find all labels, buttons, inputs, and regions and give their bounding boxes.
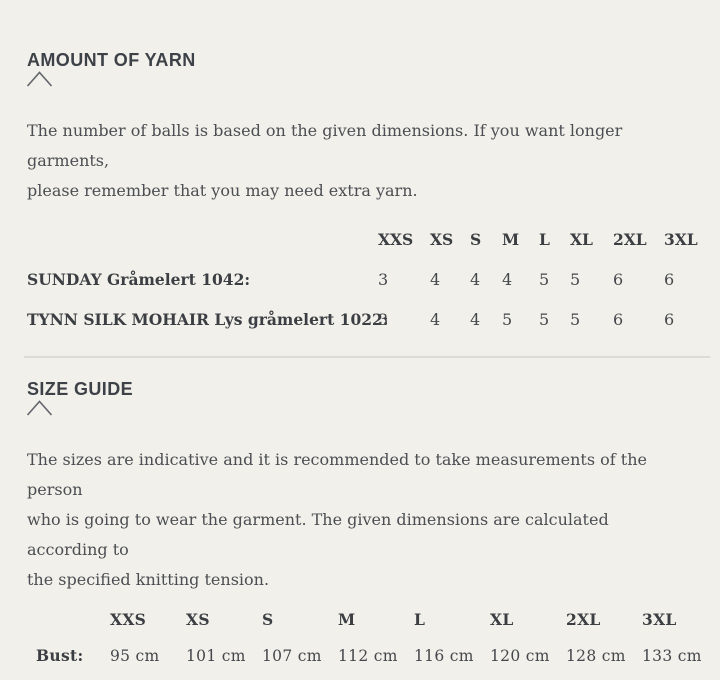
ball-count-cell: 3 (378, 270, 389, 289)
yarn-amount-table: XXS XS S M L XL 2XL 3XL SUNDAY Gråmelert… (27, 230, 698, 329)
section-size-guide: SIZE GUIDE The sizes are indicative and … (0, 379, 720, 680)
ball-count-cell: 5 (570, 270, 581, 289)
size-column-header: L (539, 230, 550, 249)
ball-count-cell: 4 (430, 310, 441, 329)
ball-count-cell: 5 (502, 310, 513, 329)
size-column-header: M (502, 230, 520, 249)
measurement-cell: 120 cm (490, 647, 550, 665)
measurement-cell: 95 cm (110, 647, 160, 665)
yarn-table-row: TYNN SILK MOHAIR Lys gråmelert 1022: 3 4… (27, 310, 693, 329)
size-column-header: XXS (110, 610, 147, 629)
ball-count-cell: 4 (470, 270, 481, 289)
yarn-table-header-row: XXS XS S M L XL 2XL 3XL (27, 230, 698, 270)
yarn-row-label: TYNN SILK MOHAIR Lys gråmelert 1022: (27, 310, 389, 329)
size-column-header: XS (186, 610, 210, 629)
ball-count-cell: 4 (470, 310, 481, 329)
size-table-header-row: XXS XS S M L XL 2XL 3XL (36, 608, 718, 644)
ball-count-cell: 6 (664, 310, 675, 329)
size-column-header: S (262, 610, 274, 629)
size-guide-collapse-button[interactable] (26, 400, 53, 416)
size-column-header: 2XL (613, 230, 647, 249)
section-amount-of-yarn: AMOUNT OF YARN The number of balls is ba… (0, 50, 720, 329)
size-guide-description: The sizes are indicative and it is recom… (27, 450, 647, 589)
ball-count-cell: 4 (502, 270, 513, 289)
measurement-cell: 116 cm (414, 647, 474, 665)
empty-corner-cell (27, 230, 378, 270)
amount-of-yarn-description: The number of balls is based on the give… (27, 121, 623, 200)
measurement-cell: 133 cm (642, 647, 702, 665)
ball-count-cell: 3 (378, 310, 389, 329)
size-column-header: 2XL (566, 610, 601, 629)
measurement-row-bust: Bust: 95 cm 101 cm 107 cm 112 cm 116 cm … (36, 644, 718, 680)
size-column-header: XL (570, 230, 593, 249)
size-guide-table: XXS XS S M L XL 2XL 3XL Bust: 95 cm 101 … (36, 608, 718, 680)
ball-count-cell: 4 (430, 270, 441, 289)
measurement-cell: 112 cm (338, 647, 398, 665)
ball-count-cell: 6 (613, 310, 624, 329)
size-column-header: 3XL (664, 230, 698, 249)
yarn-table-row: SUNDAY Gråmelert 1042: 3 4 4 4 5 5 6 6 (27, 270, 693, 310)
size-column-header: XL (490, 610, 514, 629)
ball-count-cell: 5 (539, 310, 550, 329)
empty-corner-cell (36, 608, 110, 644)
chevron-up-icon (26, 400, 53, 416)
size-column-header: XXS (378, 230, 414, 249)
size-guide-heading: SIZE GUIDE (27, 379, 134, 399)
ball-count-cell: 6 (664, 270, 675, 289)
ball-count-cell: 5 (570, 310, 581, 329)
measurement-cell: 101 cm (186, 647, 246, 665)
size-column-header: M (338, 610, 356, 629)
chevron-up-icon (26, 71, 53, 87)
measurement-row-label: Bust: (36, 646, 84, 665)
section-divider (24, 356, 710, 358)
size-column-header: 3XL (642, 610, 677, 629)
amount-of-yarn-collapse-button[interactable] (26, 71, 53, 87)
measurement-cell: 107 cm (262, 647, 322, 665)
yarn-row-label: SUNDAY Gråmelert 1042: (27, 270, 251, 289)
size-column-header: XS (430, 230, 454, 249)
ball-count-cell: 6 (613, 270, 624, 289)
ball-count-cell: 5 (539, 270, 550, 289)
amount-of-yarn-heading: AMOUNT OF YARN (27, 50, 196, 70)
measurement-cell: 128 cm (566, 647, 626, 665)
size-column-header: S (470, 230, 482, 249)
size-column-header: L (414, 610, 426, 629)
